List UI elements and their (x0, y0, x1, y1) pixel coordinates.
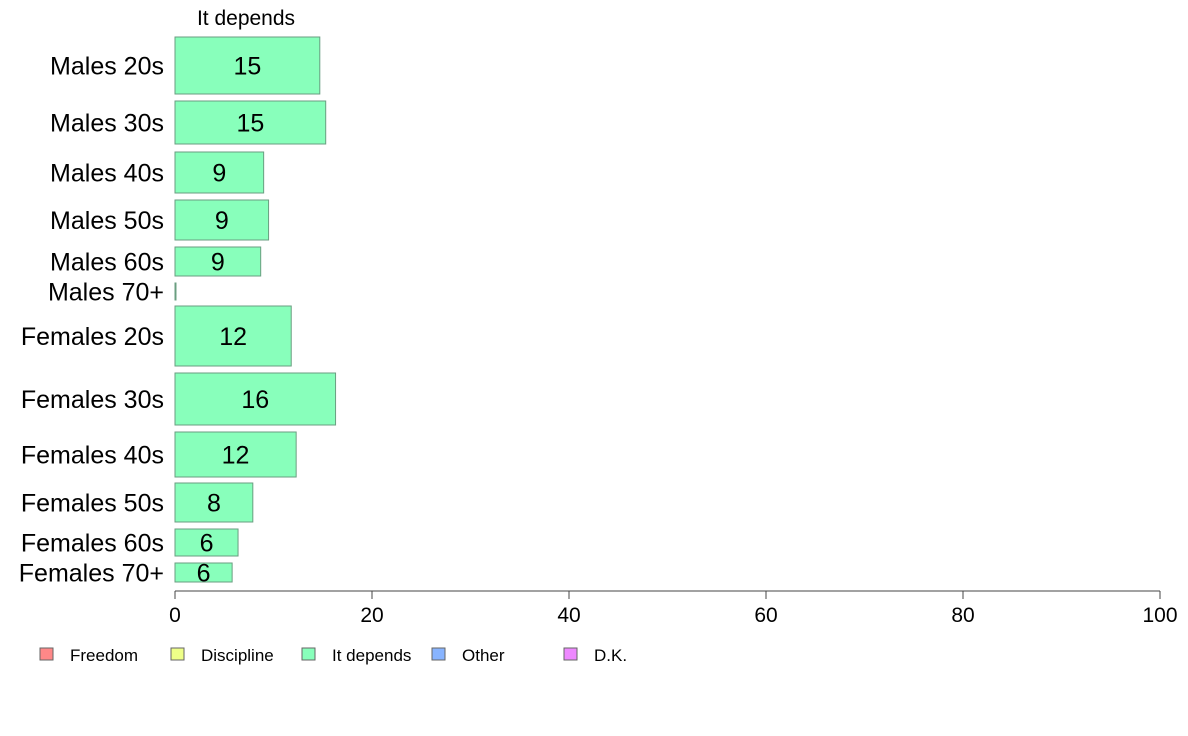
chart-title: It depends (197, 7, 295, 30)
x-tick-label: 40 (557, 604, 580, 627)
legend-swatch (431, 647, 446, 661)
x-tick-label: 100 (1142, 604, 1177, 627)
x-axis: 0 20 40 60 80 100 (169, 590, 1178, 627)
bar (174, 305, 292, 367)
legend-swatch (563, 647, 578, 661)
category-label: Females 30s (21, 386, 164, 414)
category-label: Males 40s (50, 160, 164, 188)
bar-value-label: 12 (219, 323, 247, 351)
legend-label: Discipline (201, 646, 274, 665)
legend-item: It depends (301, 646, 411, 665)
legend-label: Other (462, 646, 505, 665)
bar (174, 151, 265, 194)
category-label: Females 60s (21, 530, 164, 558)
legend-label: Freedom (70, 646, 138, 665)
bar-value-label: 8 (207, 490, 221, 518)
bars (174, 36, 337, 583)
bar-value-label: 9 (211, 249, 225, 277)
category-label: Females 70+ (19, 560, 164, 588)
bar (174, 431, 297, 478)
category-label: Females 20s (21, 323, 164, 351)
bar (174, 199, 270, 241)
legend-swatch (39, 647, 54, 661)
category-label: Males 50s (50, 207, 164, 235)
category-label: Males 20s (50, 53, 164, 81)
category-label: Males 30s (50, 110, 164, 138)
bar-value-label: 16 (241, 386, 269, 414)
bar (174, 482, 254, 523)
bar-value-label: 9 (212, 160, 226, 188)
bar-value-label: 15 (233, 53, 261, 81)
category-labels: Males 20s Males 30s Males 40s Males 50s Male… (19, 53, 164, 588)
x-tick-label: 20 (360, 604, 383, 627)
bar-value-label: 6 (197, 560, 211, 588)
bar-value-label: 15 (236, 110, 264, 138)
legend-item: Other (431, 646, 505, 665)
legend-label: D.K. (594, 646, 627, 665)
bar (174, 528, 239, 557)
bar (174, 36, 321, 95)
legend-swatch (301, 647, 316, 661)
legend-item: Discipline (170, 646, 274, 665)
category-label: Males 70+ (48, 279, 164, 307)
bar (174, 282, 177, 301)
category-label: Females 50s (21, 490, 164, 518)
legend-item: D.K. (563, 646, 627, 665)
legend-swatch (170, 647, 185, 661)
legend-label: It depends (332, 646, 411, 665)
x-tick-label: 60 (754, 604, 777, 627)
bar-value-label: 6 (200, 530, 214, 558)
x-tick-label: 0 (169, 604, 181, 627)
legend-item: Freedom (39, 646, 138, 665)
bar-value-label: 12 (222, 442, 250, 470)
bar (174, 246, 262, 277)
bar (174, 562, 233, 583)
legend: Freedom Discipline It depends Other D.K. (39, 646, 627, 665)
bar (174, 372, 337, 426)
category-label: Males 60s (50, 249, 164, 277)
bar-value-label: 9 (215, 207, 229, 235)
category-label: Females 40s (21, 442, 164, 470)
bar (174, 100, 327, 145)
x-tick-label: 80 (951, 604, 974, 627)
